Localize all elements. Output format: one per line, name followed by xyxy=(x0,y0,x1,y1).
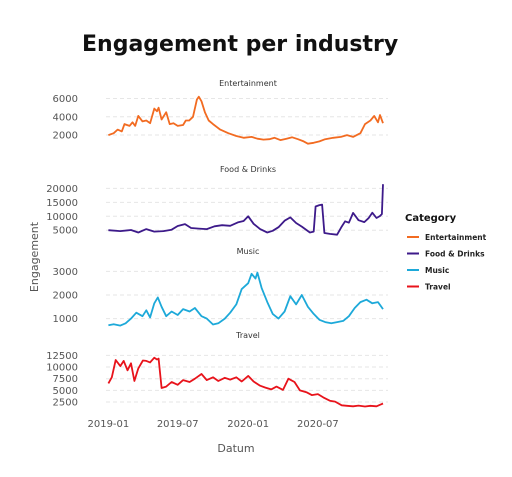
y-tick-label: 12500 xyxy=(46,351,78,362)
chart-title: Engagement per industry xyxy=(82,32,398,57)
y-tick-label: 10000 xyxy=(46,212,78,223)
panel-title: Music xyxy=(237,247,260,256)
y-axis-label: Engagement xyxy=(28,221,41,292)
y-tick-label: 3000 xyxy=(53,267,78,278)
y-tick-label: 10000 xyxy=(46,363,78,374)
y-tick-label: 1000 xyxy=(53,314,78,325)
legend-label: Entertainment xyxy=(425,233,487,242)
legend-label: Music xyxy=(425,266,449,275)
legend-title: Category xyxy=(405,213,457,224)
legend: Category Entertainment Food & Drinks Music… xyxy=(405,213,487,291)
series-line xyxy=(108,184,384,236)
panel-3: Music 1000 2000 3000 xyxy=(53,247,388,327)
x-tick-label: 2020-07 xyxy=(297,419,339,430)
legend-label: Travel xyxy=(425,282,451,291)
panel-1: Entertainment 2000 4000 6000 xyxy=(53,79,388,145)
series-line xyxy=(108,95,384,145)
y-tick-label: 20000 xyxy=(46,184,78,195)
x-axis-label: Datum xyxy=(217,442,254,455)
chart-panels: Entertainment 2000 4000 6000 Food & Drinks 50… xyxy=(46,79,388,409)
panel-title: Travel xyxy=(235,331,260,340)
y-tick-label: 5000 xyxy=(53,386,78,397)
series-line xyxy=(107,356,384,408)
panel-title: Food & Drinks xyxy=(220,165,276,174)
y-tick-label: 15000 xyxy=(46,198,78,209)
y-tick-label: 2000 xyxy=(53,131,78,142)
legend-label: Food & Drinks xyxy=(425,249,485,258)
series-line xyxy=(108,271,384,327)
panel-2: Food & Drinks 5000 10000 15000 20000 xyxy=(46,165,388,237)
y-tick-label: 7500 xyxy=(53,374,78,385)
x-tick-label: 2019-01 xyxy=(87,419,129,430)
x-axis: 2019-01 2019-07 2020-01 2020-07 xyxy=(87,419,338,430)
y-tick-label: 5000 xyxy=(53,226,78,237)
y-tick-label: 4000 xyxy=(53,112,78,123)
x-tick-label: 2019-07 xyxy=(157,419,199,430)
y-tick-label: 2000 xyxy=(53,291,78,302)
y-tick-label: 6000 xyxy=(53,94,78,105)
x-tick-label: 2020-01 xyxy=(227,419,269,430)
panel-title: Entertainment xyxy=(219,79,277,88)
y-tick-label: 2500 xyxy=(53,398,78,409)
